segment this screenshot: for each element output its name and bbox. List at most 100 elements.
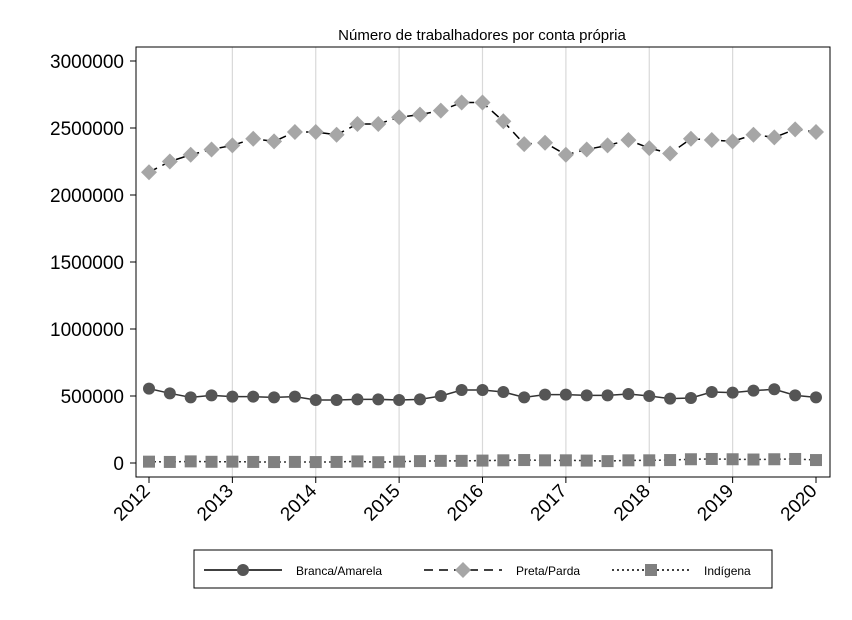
data-point bbox=[745, 126, 762, 143]
series-line bbox=[148, 458, 817, 463]
data-point bbox=[351, 455, 364, 468]
data-point bbox=[245, 130, 262, 147]
data-point bbox=[143, 382, 155, 395]
data-point bbox=[747, 453, 760, 466]
data-point bbox=[268, 391, 281, 404]
data-point bbox=[309, 394, 322, 407]
data-point bbox=[205, 455, 218, 468]
data-point bbox=[747, 384, 760, 397]
data-point bbox=[787, 121, 804, 138]
data-point bbox=[705, 452, 718, 465]
data-point bbox=[766, 129, 783, 146]
data-point bbox=[247, 390, 260, 403]
legend: Branca/Amarela Preta/Parda Indígena bbox=[193, 549, 773, 589]
data-point bbox=[328, 126, 345, 143]
data-point bbox=[497, 385, 510, 398]
data-point bbox=[518, 391, 531, 404]
series-circle bbox=[143, 382, 822, 407]
data-point bbox=[622, 387, 635, 400]
data-point bbox=[684, 392, 697, 405]
data-point bbox=[601, 389, 614, 402]
data-point bbox=[184, 391, 197, 404]
data-point bbox=[516, 136, 533, 153]
data-point bbox=[474, 94, 491, 111]
y-tick-label: 3000000 bbox=[50, 52, 124, 73]
y-tick-label: 2500000 bbox=[50, 119, 124, 140]
data-point bbox=[266, 133, 283, 150]
data-point bbox=[539, 454, 552, 467]
data-point bbox=[641, 140, 658, 157]
legend-label: Indígena bbox=[704, 564, 751, 578]
data-point bbox=[557, 146, 574, 163]
y-tick-label: 0 bbox=[113, 454, 124, 475]
data-point bbox=[808, 124, 824, 141]
data-point bbox=[288, 455, 301, 468]
data-point bbox=[432, 102, 449, 119]
data-point bbox=[413, 455, 426, 468]
data-point bbox=[224, 137, 241, 154]
data-point bbox=[182, 146, 199, 163]
data-point bbox=[580, 389, 593, 402]
y-tick-label: 500000 bbox=[61, 387, 124, 408]
data-point bbox=[163, 387, 176, 400]
legend-key-marker bbox=[645, 564, 657, 576]
data-point bbox=[203, 141, 220, 158]
data-point bbox=[288, 390, 301, 403]
series-diamond bbox=[141, 94, 824, 181]
data-point bbox=[184, 455, 197, 468]
data-point bbox=[476, 383, 489, 396]
data-point bbox=[434, 390, 447, 402]
data-point bbox=[643, 454, 656, 467]
data-point bbox=[703, 132, 720, 149]
chart-title: Número de trabalhadores por conta própri… bbox=[338, 27, 626, 44]
data-point bbox=[330, 455, 343, 468]
data-point bbox=[226, 390, 239, 403]
data-point bbox=[413, 393, 426, 406]
data-point bbox=[622, 454, 635, 467]
data-point bbox=[455, 383, 468, 396]
data-point bbox=[768, 453, 781, 466]
data-point bbox=[307, 124, 324, 141]
data-point bbox=[789, 389, 802, 402]
data-point bbox=[724, 133, 741, 150]
legend-key-marker bbox=[237, 564, 249, 576]
legend-box bbox=[193, 549, 773, 589]
data-point bbox=[682, 130, 699, 147]
data-point bbox=[662, 145, 679, 162]
series bbox=[141, 94, 824, 469]
data-point bbox=[599, 137, 616, 154]
data-point bbox=[349, 115, 366, 132]
data-point bbox=[518, 454, 531, 467]
data-point bbox=[370, 115, 387, 132]
data-point bbox=[601, 455, 614, 468]
data-point bbox=[205, 389, 218, 402]
data-point bbox=[455, 454, 468, 467]
data-point bbox=[476, 454, 489, 467]
legend-label: Branca/Amarela bbox=[296, 564, 382, 578]
data-point bbox=[161, 153, 178, 170]
data-point bbox=[143, 455, 155, 468]
data-point bbox=[578, 141, 595, 158]
data-point bbox=[495, 113, 512, 130]
data-point bbox=[497, 454, 510, 467]
data-point bbox=[141, 164, 157, 181]
data-point bbox=[580, 454, 593, 467]
series-square bbox=[143, 452, 822, 469]
legend-key-marker bbox=[455, 562, 471, 578]
data-point bbox=[684, 453, 697, 466]
data-point bbox=[643, 390, 656, 402]
data-point bbox=[726, 453, 739, 466]
data-point bbox=[309, 456, 322, 469]
data-point bbox=[810, 391, 822, 404]
data-point bbox=[393, 455, 406, 468]
data-point bbox=[372, 393, 385, 406]
data-point bbox=[726, 386, 739, 399]
legend-label: Preta/Parda bbox=[516, 564, 580, 578]
data-point bbox=[411, 106, 428, 123]
data-point bbox=[620, 132, 637, 149]
data-point bbox=[247, 455, 260, 468]
data-point bbox=[789, 452, 802, 465]
y-tick-label: 1500000 bbox=[50, 253, 124, 274]
